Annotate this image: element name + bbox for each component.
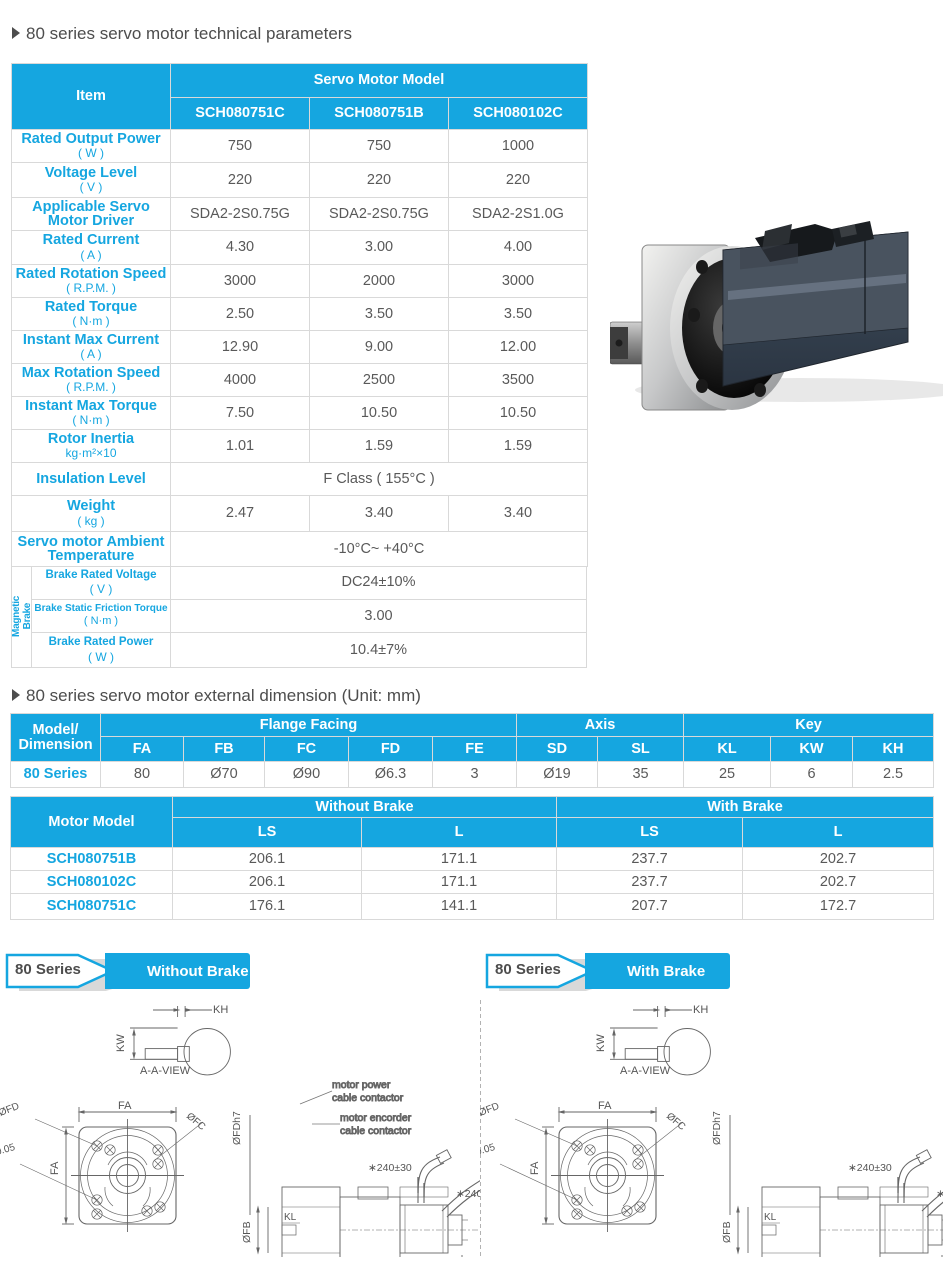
svg-text:KL: KL: [764, 1212, 777, 1223]
svg-text:∗Ø82.5±0.05: ∗Ø82.5±0.05: [0, 1142, 17, 1169]
svg-text:KL: KL: [284, 1212, 297, 1223]
svg-text:ØFC: ØFC: [664, 1111, 687, 1133]
svg-text:FA: FA: [118, 1100, 132, 1112]
svg-text:ØFC: ØFC: [184, 1111, 207, 1133]
svg-text:4-ØFD: 4-ØFD: [480, 1101, 501, 1122]
svg-text:KW: KW: [115, 1034, 127, 1052]
svg-text:FA: FA: [49, 1161, 61, 1175]
svg-text:motor power: motor power: [332, 1079, 391, 1091]
svg-text:ØFB: ØFB: [241, 1221, 253, 1243]
svg-text:KH: KH: [693, 1004, 708, 1016]
svg-text:cable contactor: cable contactor: [340, 1125, 412, 1137]
svg-text:KH: KH: [213, 1004, 228, 1016]
svg-text:motor encorder: motor encorder: [340, 1112, 412, 1124]
svg-text:cable contactor: cable contactor: [332, 1092, 404, 1104]
svg-text:∗240±30: ∗240±30: [368, 1162, 412, 1174]
svg-text:4-ØFD: 4-ØFD: [0, 1101, 21, 1122]
svg-text:FA: FA: [529, 1161, 541, 1175]
svg-text:KW: KW: [595, 1034, 607, 1052]
svg-text:ØFDh7: ØFDh7: [711, 1111, 723, 1145]
svg-text:ØFB: ØFB: [721, 1221, 733, 1243]
svg-text:∗240±30: ∗240±30: [936, 1188, 943, 1200]
svg-text:A-A-VIEW: A-A-VIEW: [140, 1065, 191, 1077]
svg-text:∗240±30: ∗240±30: [456, 1188, 480, 1200]
svg-text:A-A-VIEW: A-A-VIEW: [620, 1065, 671, 1077]
svg-text:FA: FA: [598, 1100, 612, 1112]
svg-text:∗240±30: ∗240±30: [848, 1162, 892, 1174]
svg-text:∗Ø82.5±0.05: ∗Ø82.5±0.05: [480, 1142, 497, 1169]
svg-text:ØFDh7: ØFDh7: [231, 1111, 243, 1145]
